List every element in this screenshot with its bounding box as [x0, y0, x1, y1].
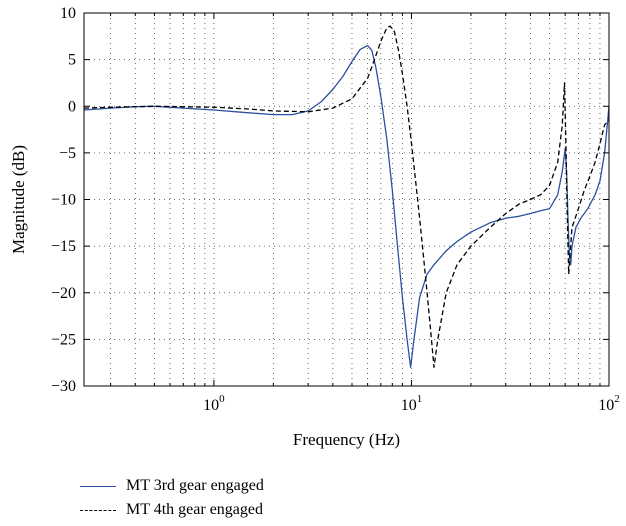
legend: MT 3rd gear engaged MT 4th gear engaged [80, 474, 264, 522]
y-tick-label: −10 [51, 192, 76, 209]
x-axis-label: Frequency (Hz) [293, 430, 400, 449]
y-tick-label: −15 [51, 238, 76, 255]
y-tick-label: −30 [51, 378, 76, 395]
legend-label: MT 4th gear engaged [126, 501, 263, 518]
y-axis-label: Magnitude (dB) [9, 145, 28, 254]
legend-item-4th-gear: MT 4th gear engaged [80, 498, 264, 522]
x-tick-labels: 100 101 102 [203, 393, 620, 414]
series-line-4th-gear [83, 25, 610, 368]
legend-label: MT 3rd gear engaged [126, 477, 264, 494]
x-tick-label: 102 [598, 393, 620, 414]
x-tick-label: 101 [401, 393, 423, 414]
series-line-3rd-gear [83, 44, 610, 368]
y-tick-labels: 10 5 0 −5 −10 −15 −20 −25 −30 [51, 5, 76, 395]
legend-item-3rd-gear: MT 3rd gear engaged [80, 474, 264, 498]
y-tick-label: −5 [59, 145, 76, 162]
y-tick-label: 10 [60, 5, 76, 22]
axis-ticks [84, 12, 610, 387]
y-tick-label: −25 [51, 331, 76, 348]
y-tick-label: −20 [51, 285, 76, 302]
series-layer [83, 25, 610, 368]
x-tick-label: 100 [203, 393, 225, 414]
y-tick-label: 0 [68, 98, 76, 115]
legend-swatch-solid [80, 485, 116, 487]
legend-swatch-dashed [80, 509, 116, 511]
y-tick-label: 5 [68, 52, 76, 69]
magnitude-chart: 10 5 0 −5 −10 −15 −20 −25 −30 100 101 102 Frequenc… [9, 5, 620, 449]
